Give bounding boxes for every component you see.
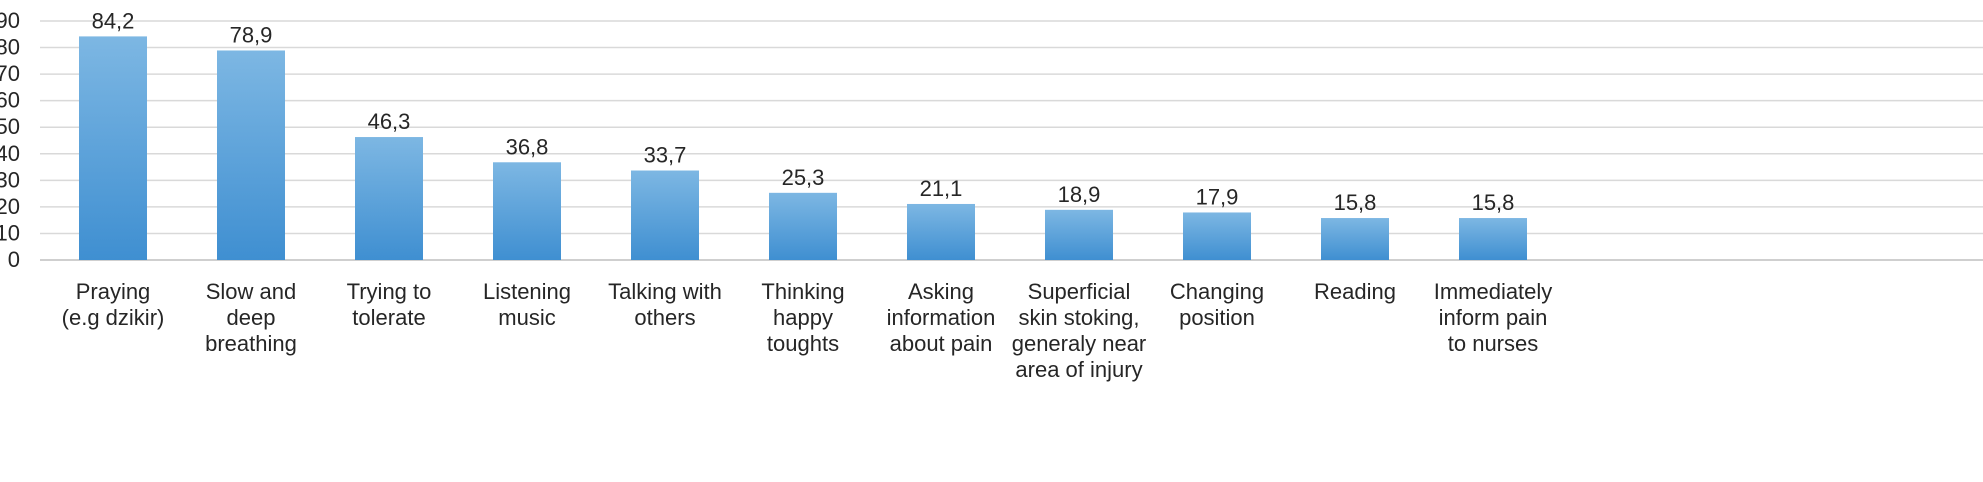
y-tick-label: 0 bbox=[8, 247, 20, 272]
y-tick-label: 60 bbox=[0, 88, 20, 113]
category-label: Talking with others bbox=[608, 279, 722, 330]
data-label: 15,8 bbox=[1334, 190, 1377, 215]
bar bbox=[769, 192, 837, 260]
bar bbox=[1183, 212, 1251, 260]
y-tick-label: 50 bbox=[0, 114, 20, 139]
category-label: Changing position bbox=[1170, 279, 1264, 330]
data-label: 15,8 bbox=[1472, 190, 1515, 215]
bar bbox=[1459, 218, 1527, 260]
bar bbox=[493, 162, 561, 260]
bars bbox=[79, 36, 1527, 260]
category-label: Immediately inform pain to nurses bbox=[1434, 279, 1553, 356]
category-label: Slow and deep breathing bbox=[205, 279, 297, 356]
category-label: Listening music bbox=[483, 279, 571, 330]
data-label: 25,3 bbox=[782, 165, 825, 190]
category-label: Asking information about pain bbox=[887, 279, 996, 356]
bar bbox=[355, 137, 423, 260]
bar bbox=[631, 170, 699, 260]
gridlines bbox=[40, 20, 1983, 261]
data-labels: 84,2 78,9 46,3 36,8 33,7 25,3 21,1 18,9 17,9 15,8… bbox=[92, 8, 1515, 215]
category-label: Trying to tolerate bbox=[347, 279, 432, 330]
y-tick-label: 80 bbox=[0, 35, 20, 60]
bar bbox=[1045, 209, 1113, 260]
data-label: 36,8 bbox=[506, 134, 549, 159]
data-label: 78,9 bbox=[230, 22, 273, 47]
x-axis-category-labels: Praying (e.g dzikir) Slow and deep breathing… bbox=[62, 279, 1553, 382]
data-label: 18,9 bbox=[1058, 182, 1101, 207]
data-label: 46,3 bbox=[368, 109, 411, 134]
y-tick-label: 10 bbox=[0, 220, 20, 245]
data-label: 17,9 bbox=[1196, 184, 1239, 209]
y-tick-label: 20 bbox=[0, 194, 20, 219]
data-label: 33,7 bbox=[644, 143, 687, 168]
category-label: Praying (e.g dzikir) bbox=[62, 279, 165, 330]
bar bbox=[217, 50, 285, 260]
bar bbox=[79, 36, 147, 260]
y-tick-label: 90 bbox=[0, 8, 20, 33]
category-label: Superficial skin stoking, generaly near are… bbox=[1012, 279, 1147, 382]
y-tick-label: 30 bbox=[0, 167, 20, 192]
y-tick-label: 40 bbox=[0, 141, 20, 166]
bar bbox=[907, 203, 975, 260]
data-label: 84,2 bbox=[92, 8, 135, 33]
bar bbox=[1321, 218, 1389, 260]
category-label: Thinking happy toughts bbox=[761, 279, 844, 356]
y-tick-label: 70 bbox=[0, 61, 20, 86]
data-label: 21,1 bbox=[920, 176, 963, 201]
category-label: Reading bbox=[1314, 279, 1396, 304]
